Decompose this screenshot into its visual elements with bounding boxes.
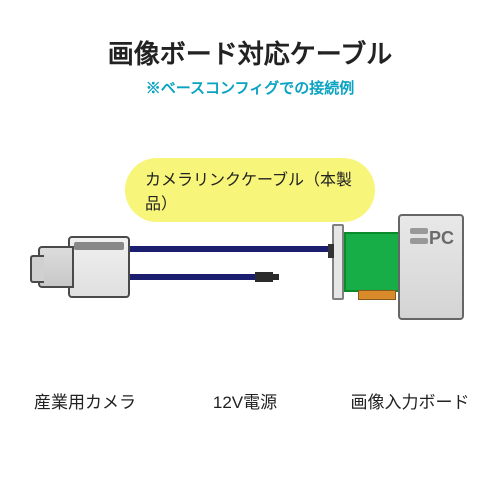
- power-cable: [125, 274, 255, 280]
- page-title: 画像ボード対応ケーブル: [0, 0, 500, 71]
- pc-label: PC: [429, 228, 454, 249]
- power-plug-icon: [255, 272, 273, 282]
- industrial-camera-icon: [38, 228, 138, 308]
- page-subtitle: ※ベースコンフィグでの接続例: [0, 77, 500, 98]
- label-board: 画像入力ボード: [320, 388, 500, 413]
- pc-tower-icon: PC: [398, 214, 464, 320]
- diagram-labels: 産業用カメラ 12V電源 画像入力ボード: [0, 388, 500, 413]
- connection-diagram: PC: [0, 210, 500, 380]
- label-power: 12V電源: [170, 388, 320, 413]
- camera-link-cable: [125, 246, 355, 252]
- frame-grabber-board-icon: [330, 224, 402, 306]
- label-camera: 産業用カメラ: [0, 388, 170, 413]
